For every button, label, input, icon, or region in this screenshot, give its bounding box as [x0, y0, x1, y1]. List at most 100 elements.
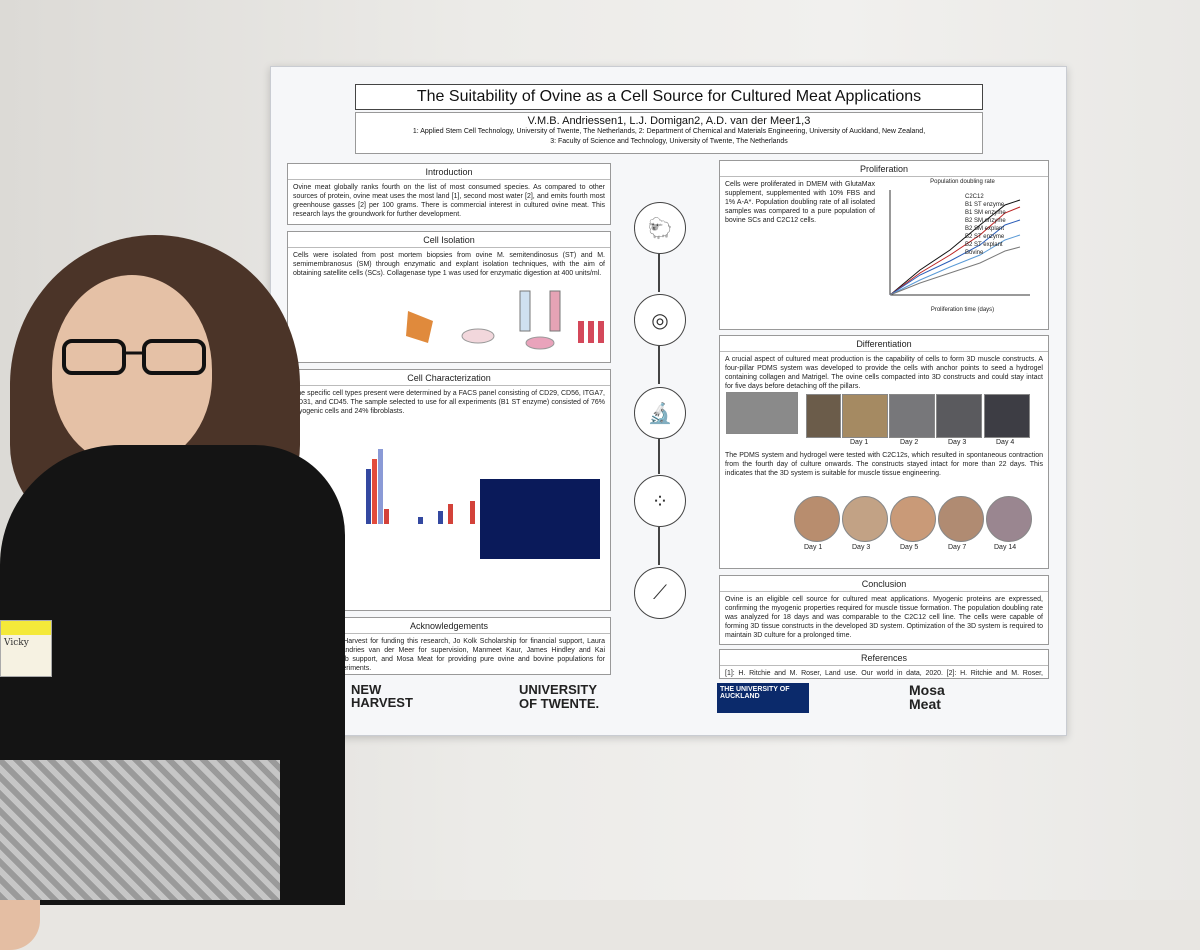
day-label: Day 3	[852, 544, 871, 551]
conclusion-text: Ovine is an eligible cell source for cul…	[725, 596, 1043, 639]
construct-image	[794, 496, 840, 542]
badge-name: Vicky	[4, 638, 29, 648]
mosa-meat-logo: Mosa Meat	[909, 682, 945, 712]
differentiation-heading: Differentiation	[720, 336, 1048, 352]
legend-item: B2 ST explant	[965, 242, 1003, 248]
cell-isolation-heading: Cell Isolation	[288, 232, 610, 248]
construct-image	[890, 496, 936, 542]
vial-icon	[578, 321, 584, 343]
day-label: Day 1	[850, 439, 869, 446]
muscle-fiber-icon: ⟋	[634, 567, 686, 619]
author-names: V.M.B. Andriessen1, L.J. Domigan2, A.D. …	[527, 115, 811, 127]
day-image	[889, 394, 935, 438]
day-label: Day 2	[900, 439, 919, 446]
day-label: Day 14	[994, 544, 1017, 551]
legend-item: B2 ST enzyme	[965, 234, 1005, 240]
bar	[418, 517, 423, 524]
cell-isolation-text: Cells were isolated from post mortem bio…	[293, 252, 605, 277]
legend-item: Bovine	[965, 250, 984, 256]
series-line	[889, 246, 1021, 296]
bar	[378, 449, 383, 524]
legend-item: C2C12	[965, 194, 984, 200]
badge-header	[1, 621, 51, 635]
introduction-section: Introduction Ovine meat globally ranks f…	[287, 163, 611, 225]
construct-image	[986, 496, 1032, 542]
patterned-pants	[0, 760, 280, 900]
connector-line	[658, 527, 660, 565]
affiliations-line-1: 1: Applied Stem Cell Technology, Univers…	[412, 128, 926, 135]
vial-icon	[598, 321, 604, 343]
differentiation-text: A crucial aspect of cultured meat produc…	[725, 356, 1043, 390]
connector-line	[658, 254, 660, 292]
new-harvest-logo: NEW HARVEST	[351, 682, 413, 710]
vial-icon	[588, 321, 594, 343]
legend-item: B2 SM explant	[965, 226, 1005, 232]
references-text: [1]: H. Ritchie and M. Roser, Land use. …	[725, 670, 1043, 677]
series-line	[889, 206, 1021, 296]
sheep-icon: 🐑	[634, 202, 686, 254]
cell-characterization-text: The specific cell types present were det…	[293, 390, 605, 415]
references-section: References [1]: H. Ritchie and M. Roser,…	[719, 649, 1049, 679]
bar	[384, 509, 389, 524]
legend-item: B2 SM enzyme	[965, 218, 1006, 224]
conclusion-heading: Conclusion	[720, 576, 1048, 592]
workflow-diagram: 🐑 ◎ 🔬 ⁘ ⟋	[634, 202, 692, 632]
proliferation-text: Cells were proliferated in DMEM with Glu…	[725, 181, 875, 224]
affiliations-line-2: 3: Faculty of Science and Technology, Un…	[550, 138, 788, 145]
bar	[448, 504, 453, 524]
university-of-auckland-logo: THE UNIVERSITY OF AUCKLAND	[717, 683, 809, 713]
day-image	[806, 394, 841, 438]
cell-isolation-section: Cell Isolation Cells were isolated from …	[287, 231, 611, 363]
connector-line	[658, 346, 660, 384]
tube-icon	[549, 290, 561, 332]
microscope-icon: 🔬	[634, 387, 686, 439]
poster-authors: V.M.B. Andriessen1, L.J. Domigan2, A.D. …	[355, 112, 983, 154]
glasses-icon	[62, 339, 206, 375]
construct-image	[938, 496, 984, 542]
day-label: Day 4	[996, 439, 1015, 446]
population-doubling-chart: Population doubling rate Proliferation t…	[880, 179, 1045, 324]
university-of-twente-logo: UNIVERSITY OF TWENTE.	[519, 682, 600, 711]
legend-item: B1 SM enzyme	[965, 210, 1006, 216]
immunofluorescence-images	[480, 479, 600, 559]
introduction-heading: Introduction	[288, 164, 610, 180]
day-label: Day 1	[804, 544, 823, 551]
myogenin-bar-chart	[366, 449, 600, 559]
construct-image	[842, 496, 888, 542]
chart-legend: C2C12 B1 ST enzyme B1 SM enzyme B2 SM en…	[965, 193, 1006, 257]
day-label: Day 7	[948, 544, 967, 551]
day-label: Day 3	[948, 439, 967, 446]
chart-plot	[889, 190, 1030, 296]
petri-dish-icon	[461, 328, 495, 344]
series-line	[889, 199, 1021, 296]
name-badge: Vicky	[0, 620, 52, 677]
poster-title: The Suitability of Ovine as a Cell Sourc…	[355, 84, 983, 110]
muscle-tissue-icon	[406, 311, 433, 343]
tube-icon	[519, 290, 531, 332]
differentiation-section: Differentiation A crucial aspect of cult…	[719, 335, 1049, 569]
conclusion-section: Conclusion Ovine is an eligible cell sou…	[719, 575, 1049, 645]
day-image	[984, 394, 1030, 438]
cell-characterization-heading: Cell Characterization	[288, 370, 610, 386]
isolation-diagram	[406, 290, 604, 350]
connector-line	[658, 439, 660, 474]
proliferation-heading: Proliferation	[720, 161, 1048, 177]
face	[52, 275, 212, 465]
day-image	[842, 394, 888, 438]
flask-icon	[525, 336, 555, 350]
cell-cluster-icon: ⁘	[634, 475, 686, 527]
x-axis-label: Proliferation time (days)	[930, 307, 995, 313]
series-line	[889, 234, 1021, 296]
cells-icon: ◎	[634, 294, 686, 346]
bar	[372, 459, 377, 524]
chart-title: Population doubling rate	[930, 179, 995, 185]
pdms-system-image	[726, 392, 798, 434]
legend-item: B1 ST enzyme	[965, 202, 1005, 208]
bar	[438, 511, 443, 524]
day-label: Day 5	[900, 544, 919, 551]
proliferation-section: Proliferation Cells were proliferated in…	[719, 160, 1049, 330]
acknowledgements-heading: Acknowledgements	[288, 618, 610, 634]
research-poster: The Suitability of Ovine as a Cell Sourc…	[270, 66, 1067, 736]
references-heading: References	[720, 650, 1048, 666]
series-line	[889, 219, 1021, 296]
